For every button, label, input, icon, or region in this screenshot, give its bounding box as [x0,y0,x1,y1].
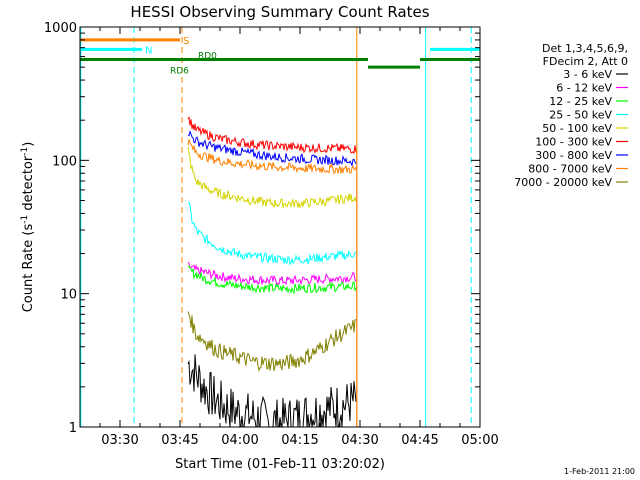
legend-header-1: FDecim 2, Att 0 [543,55,628,68]
x-axis-label: Start Time (01-Feb-11 03:20:02) [175,457,385,472]
legend-header-0: Det 1,3,4,5,6,9, [542,42,628,55]
x-tick-label: 04:45 [401,433,438,448]
legend-entry-4: 50 - 100 keV [542,122,612,135]
series-line-5 [187,116,357,155]
x-tick-label: 04:00 [221,433,258,448]
y-tick-label: 100 [52,154,77,169]
legend-entry-1: 6 - 12 keV [556,82,612,95]
series-line-4 [187,147,357,209]
legend-entry-8: 7000 - 20000 keV [514,176,612,189]
x-tick-label: 04:15 [281,433,318,448]
series-group [187,116,358,428]
x-tick-label: 04:30 [341,433,378,448]
legend-entry-7: 800 - 7000 keV [528,163,612,176]
axes: 03:30 03:45 04:00 04:15 04:30 04:45 05:00 1 10 10… [44,21,499,448]
series-line-8 [187,311,357,372]
legend-entry-6: 300 - 800 keV [535,149,612,162]
y-tick-label: 10 [60,288,77,303]
legend-entry-5: 100 - 300 keV [535,136,612,149]
series-line-7 [187,139,357,175]
legend-entry-2: 12 - 25 keV [549,95,612,108]
status-label-rd0: RD0 [198,52,217,62]
status-label-N: N [145,45,152,56]
status-label-rd6: RD6 [170,67,189,77]
y-tick-label: 1 [69,421,77,436]
status-bars: S N RD6 RD0 [80,36,480,77]
y-axis-label: Count Rate (s-1 detector-1) [20,142,36,313]
series-line-1 [187,261,357,286]
x-tick-label: 03:45 [161,433,198,448]
status-label-S: S [183,36,189,47]
series-line-6 [187,130,357,167]
x-tick-label: 05:00 [461,433,498,448]
x-tick-label: 03:30 [101,433,138,448]
legend-entry-0: 3 - 6 keV [563,68,612,81]
footer-date: 1-Feb-2011 21:00 [564,467,635,476]
y-tick-label: 1000 [44,21,77,36]
legend: Det 1,3,4,5,6,9,FDecim 2, Att 03 - 6 keV… [514,42,628,189]
chart-title: HESSI Observing Summary Count Rates [130,3,429,21]
series-line-3 [188,201,357,266]
series-line-2 [187,265,357,295]
legend-entry-3: 25 - 50 keV [549,109,612,122]
